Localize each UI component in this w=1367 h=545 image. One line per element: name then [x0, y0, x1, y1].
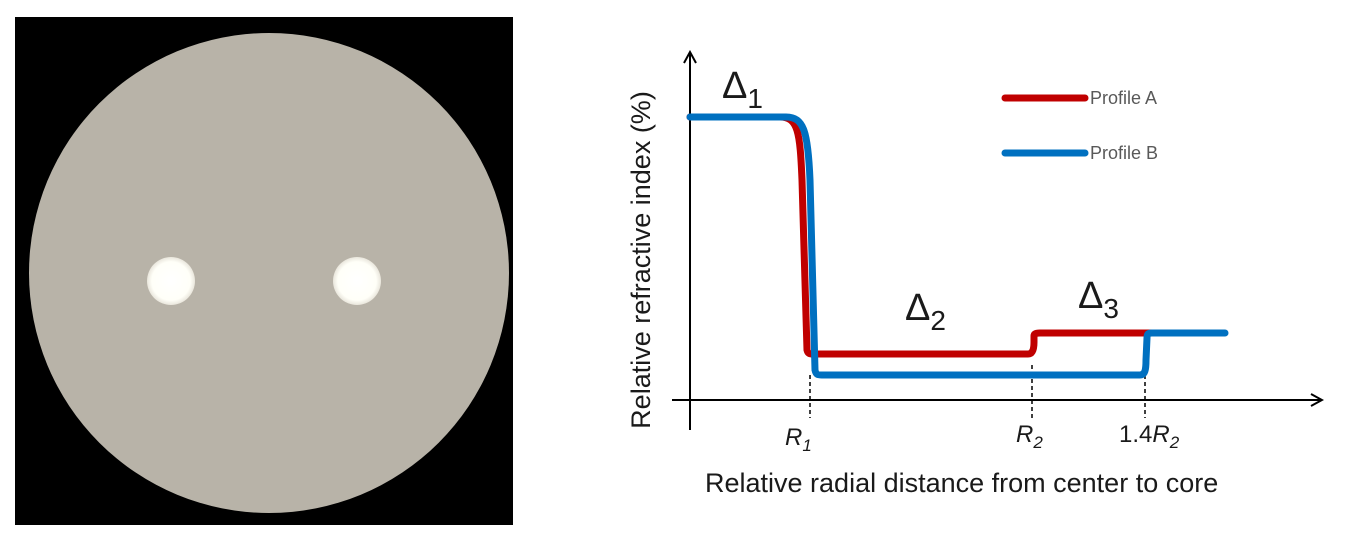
delta1-label: Δ1 — [722, 65, 763, 114]
tick-label-r2: R2 — [1016, 421, 1043, 452]
legend: Profile A Profile B — [1001, 88, 1158, 163]
fiber-cross-section-image — [15, 17, 513, 525]
fiber-image-svg — [29, 33, 509, 513]
y-axis-title: Relative refractive index (%) — [626, 91, 656, 429]
fiber-cladding — [29, 33, 509, 513]
legend-label-profile-a: Profile A — [1090, 88, 1157, 108]
legend-label-profile-b: Profile B — [1090, 143, 1158, 163]
fiber-core-left — [147, 257, 195, 305]
profile-b-curve — [686, 113, 1229, 379]
tick-label-r1: R1 — [785, 424, 812, 455]
delta2-label: Δ2 — [905, 287, 946, 336]
delta3-label: Δ3 — [1078, 275, 1119, 324]
tick-label-1-4r2: 1.4R2 — [1119, 421, 1180, 452]
fiber-core-right — [333, 257, 381, 305]
x-axis-title: Relative radial distance from center to … — [705, 468, 1218, 498]
refractive-index-profile-diagram: Δ1 Δ2 Δ3 R1 R2 1.4R2 Relative radial dis… — [626, 20, 1360, 498]
